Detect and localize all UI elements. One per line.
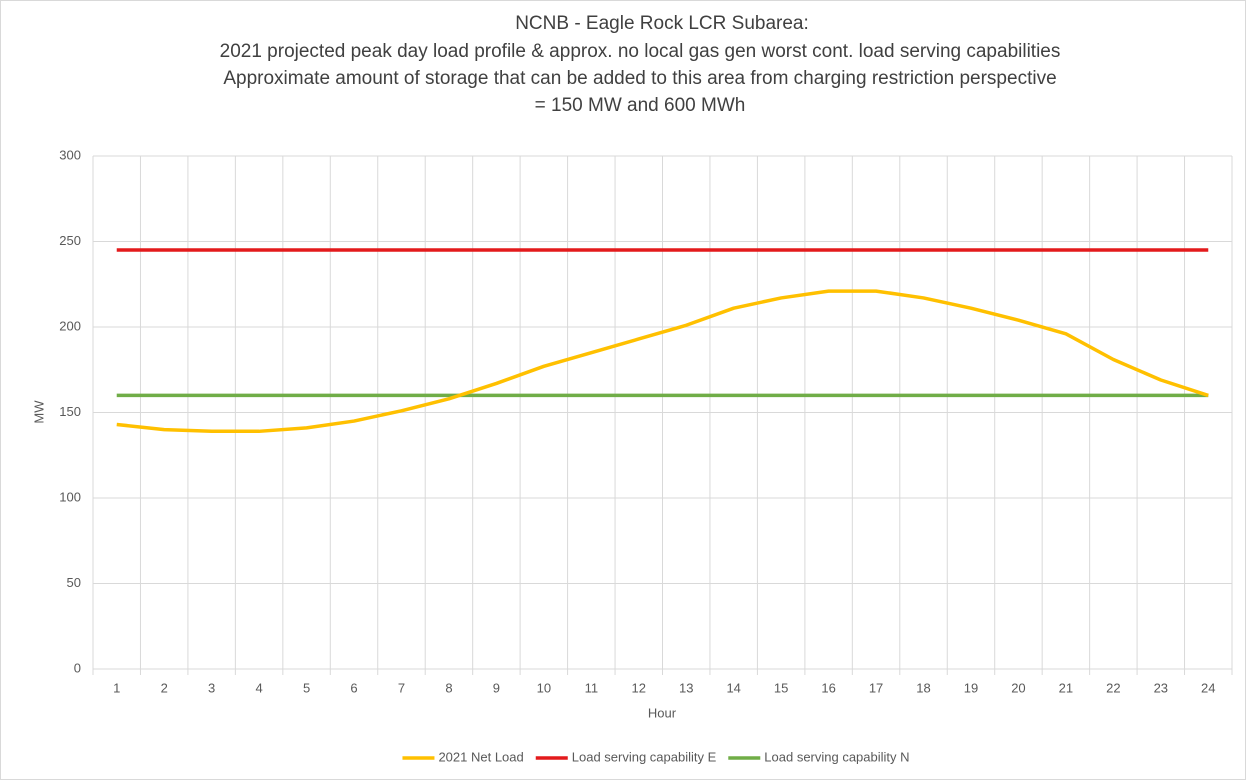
y-tick-label: 250 <box>59 233 81 248</box>
x-tick-label: 17 <box>869 680 883 695</box>
y-tick-label: 0 <box>74 660 81 675</box>
x-tick-label: 6 <box>350 680 357 695</box>
x-tick-label: 20 <box>1011 680 1025 695</box>
x-tick-label: 7 <box>398 680 405 695</box>
x-tick-label: 22 <box>1106 680 1120 695</box>
x-tick-label: 9 <box>493 680 500 695</box>
x-tick-label: 8 <box>445 680 452 695</box>
x-tick-label: 13 <box>679 680 693 695</box>
y-axis-label: MW <box>31 400 46 424</box>
x-tick-label: 12 <box>632 680 646 695</box>
x-tick-label: 1 <box>113 680 120 695</box>
y-tick-label: 100 <box>59 489 81 504</box>
x-tick-label: 21 <box>1059 680 1073 695</box>
x-tick-label: 2 <box>161 680 168 695</box>
legend-label: Load serving capability E <box>572 749 717 764</box>
chart-title: 2021 projected peak day load profile & a… <box>220 41 1061 62</box>
x-tick-label: 18 <box>916 680 930 695</box>
chart-title: Approximate amount of storage that can b… <box>223 68 1056 89</box>
legend-label: 2021 Net Load <box>438 749 523 764</box>
y-tick-label: 150 <box>59 404 81 419</box>
x-tick-label: 5 <box>303 680 310 695</box>
x-tick-label: 15 <box>774 680 788 695</box>
x-tick-label: 3 <box>208 680 215 695</box>
chart-title: NCNB - Eagle Rock LCR Subarea: <box>515 13 809 34</box>
x-tick-label: 16 <box>821 680 835 695</box>
legend-label: Load serving capability N <box>764 749 909 764</box>
x-tick-label: 11 <box>585 680 599 695</box>
y-tick-label: 50 <box>67 575 81 590</box>
x-tick-label: 4 <box>255 680 262 695</box>
x-tick-label: 23 <box>1154 680 1168 695</box>
x-tick-label: 19 <box>964 680 978 695</box>
x-tick-label: 24 <box>1201 680 1215 695</box>
y-tick-label: 300 <box>59 147 81 162</box>
series-line <box>116 289 1209 434</box>
x-tick-label: 10 <box>537 680 551 695</box>
x-axis-label: Hour <box>648 705 677 720</box>
chart-title: = 150 MW and 600 MWh <box>535 95 746 116</box>
y-tick-label: 200 <box>59 318 81 333</box>
x-tick-label: 14 <box>726 680 740 695</box>
